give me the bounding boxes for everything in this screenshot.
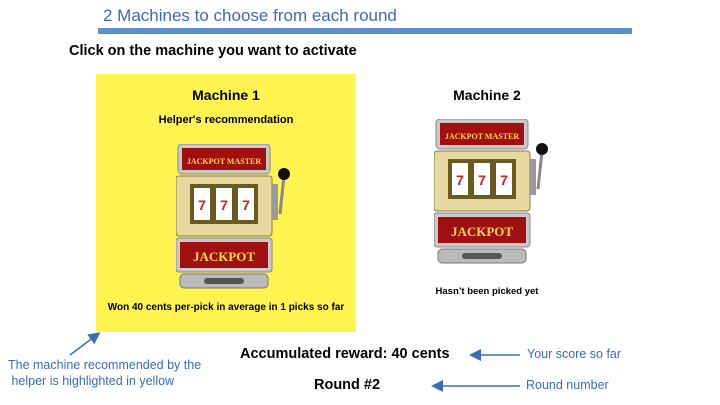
reel-2 bbox=[216, 188, 232, 220]
lever-knob bbox=[278, 168, 290, 180]
svg-text:7: 7 bbox=[456, 172, 464, 188]
svg-text:7: 7 bbox=[198, 197, 206, 213]
machine-2-card[interactable]: Machine 2 JACKPOT MASTER 7 7 7 JACKPOT H… bbox=[372, 74, 602, 304]
round-annotation: Round number bbox=[526, 378, 609, 392]
svg-text:7: 7 bbox=[500, 172, 508, 188]
slide-title: 2 Machines to choose from each round bbox=[103, 6, 397, 25]
helper-recommendation-label: Helper's recommendation bbox=[158, 114, 294, 126]
svg-text:7: 7 bbox=[478, 172, 486, 188]
machine-2-title: Machine 2 bbox=[453, 87, 521, 103]
machine-1-title: Machine 1 bbox=[192, 87, 260, 103]
machine-2-status: Hasn’t been picked yet bbox=[435, 286, 539, 297]
round-number: Round #2 bbox=[314, 377, 381, 393]
reel-3 bbox=[238, 188, 254, 220]
recommendation-annotation-line1: The machine recommended by the bbox=[8, 358, 202, 372]
slot-marquee-text: JACKPOT MASTER bbox=[187, 157, 262, 166]
title-underline-bar bbox=[98, 28, 632, 34]
score-annotation: Your score so far bbox=[527, 347, 622, 361]
recommendation-annotation: The machine recommended by the helper is… bbox=[8, 357, 201, 389]
reel-3 bbox=[496, 163, 512, 195]
slot-marquee-text: JACKPOT MASTER bbox=[445, 132, 520, 141]
machine-1-status: Won 40 cents per-pick in average in 1 pi… bbox=[107, 302, 345, 313]
arrow-to-machine-1 bbox=[69, 332, 101, 356]
recommendation-annotation-line2: helper is highlighted in yellow bbox=[8, 374, 175, 388]
reel-1 bbox=[452, 163, 468, 195]
svg-text:7: 7 bbox=[242, 197, 250, 213]
reel-1 bbox=[194, 188, 210, 220]
accumulated-reward: Accumulated reward: 40 cents bbox=[240, 346, 450, 362]
slot-sign-text: JACKPOT bbox=[193, 249, 255, 264]
lever-knob bbox=[536, 143, 548, 155]
slot-sign-text: JACKPOT bbox=[451, 224, 513, 239]
slot-machine-icon: JACKPOT MASTER 7 7 7 JACKPOT bbox=[434, 119, 548, 264]
machine-1-card[interactable]: Machine 1 Helper's recommendation JACKPO… bbox=[96, 74, 356, 332]
instruction-text: Click on the machine you want to activat… bbox=[69, 43, 357, 59]
reel-2 bbox=[474, 163, 490, 195]
slot-machine-icon: JACKPOT MASTER 7 7 7 JACKPOT bbox=[176, 144, 290, 289]
svg-text:7: 7 bbox=[220, 197, 228, 213]
